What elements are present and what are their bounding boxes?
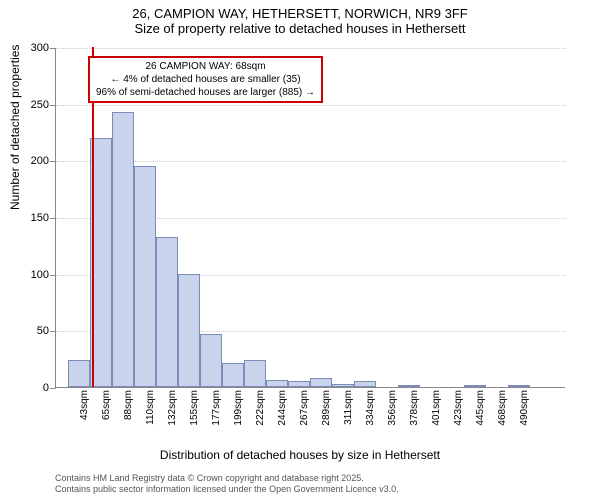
histogram-bar xyxy=(68,360,90,387)
gridline xyxy=(56,48,566,49)
x-tick-label: 43sqm xyxy=(79,390,90,430)
x-tick-label: 468sqm xyxy=(497,390,508,430)
title-line2: Size of property relative to detached ho… xyxy=(0,21,600,36)
y-tick-label: 50 xyxy=(37,325,49,337)
histogram-bar xyxy=(266,380,288,387)
x-tick-label: 289sqm xyxy=(321,390,332,430)
x-tick-label: 311sqm xyxy=(343,390,354,430)
y-tick-label: 0 xyxy=(43,382,49,394)
y-tick xyxy=(50,275,56,276)
footer-attribution: Contains HM Land Registry data © Crown c… xyxy=(55,473,399,496)
histogram-bar xyxy=(398,385,420,387)
x-tick-label: 490sqm xyxy=(519,390,530,430)
x-tick-label: 401sqm xyxy=(431,390,442,430)
histogram-bar xyxy=(222,363,244,387)
annotation-line3: 96% of semi-detached houses are larger (… xyxy=(96,86,315,99)
footer-line1: Contains HM Land Registry data © Crown c… xyxy=(55,473,399,485)
x-tick-label: 65sqm xyxy=(101,390,112,430)
histogram-bar xyxy=(112,112,134,387)
x-tick-label: 222sqm xyxy=(255,390,266,430)
chart-plot-area: 05010015020025030043sqm65sqm88sqm110sqm1… xyxy=(55,48,565,388)
chart-title-block: 26, CAMPION WAY, HETHERSETT, NORWICH, NR… xyxy=(0,0,600,36)
histogram-bar xyxy=(156,237,178,387)
x-tick-label: 356sqm xyxy=(387,390,398,430)
x-tick-label: 378sqm xyxy=(409,390,420,430)
gridline xyxy=(56,105,566,106)
title-line1: 26, CAMPION WAY, HETHERSETT, NORWICH, NR… xyxy=(0,6,600,21)
y-tick-label: 200 xyxy=(31,155,49,167)
x-tick-label: 267sqm xyxy=(299,390,310,430)
y-tick xyxy=(50,161,56,162)
x-tick-label: 132sqm xyxy=(167,390,178,430)
y-tick-label: 150 xyxy=(31,212,49,224)
y-tick-label: 300 xyxy=(31,42,49,54)
histogram-bar xyxy=(200,334,222,387)
y-axis-label: Number of detached properties xyxy=(8,45,22,210)
histogram-bar xyxy=(332,384,354,387)
histogram-bar xyxy=(134,166,156,387)
y-tick xyxy=(50,388,56,389)
x-tick-label: 88sqm xyxy=(123,390,134,430)
y-tick xyxy=(50,48,56,49)
histogram-bar xyxy=(310,378,332,387)
histogram-bar xyxy=(244,360,266,387)
x-tick-label: 445sqm xyxy=(475,390,486,430)
x-axis-label: Distribution of detached houses by size … xyxy=(0,448,600,462)
x-tick-label: 244sqm xyxy=(277,390,288,430)
histogram-bar xyxy=(288,381,310,387)
x-tick-label: 177sqm xyxy=(211,390,222,430)
x-tick-label: 334sqm xyxy=(365,390,376,430)
y-tick xyxy=(50,218,56,219)
x-tick-label: 110sqm xyxy=(145,390,156,430)
y-tick-label: 250 xyxy=(31,99,49,111)
annotation-box: 26 CAMPION WAY: 68sqm← 4% of detached ho… xyxy=(88,56,323,103)
y-tick xyxy=(50,331,56,332)
x-tick-label: 199sqm xyxy=(233,390,244,430)
x-tick-label: 155sqm xyxy=(189,390,200,430)
histogram-bar xyxy=(464,385,486,387)
y-tick xyxy=(50,105,56,106)
histogram-bar xyxy=(354,381,376,387)
histogram-bar xyxy=(178,274,200,387)
annotation-line1: 26 CAMPION WAY: 68sqm xyxy=(96,60,315,73)
x-tick-label: 423sqm xyxy=(453,390,464,430)
annotation-line2: ← 4% of detached houses are smaller (35) xyxy=(96,73,315,86)
footer-line2: Contains public sector information licen… xyxy=(55,484,399,496)
y-tick-label: 100 xyxy=(31,269,49,281)
histogram-bar xyxy=(508,385,530,387)
